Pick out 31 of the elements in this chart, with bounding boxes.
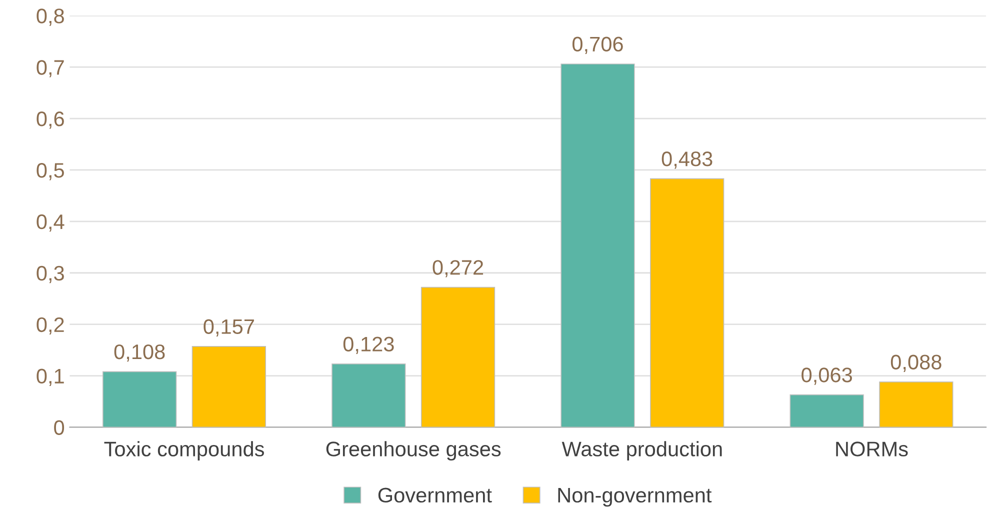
bar <box>560 64 635 428</box>
bar <box>650 178 724 428</box>
data-label: 0,483 <box>662 152 712 169</box>
legend-label: Non-government <box>558 488 712 507</box>
bar <box>192 346 266 428</box>
bar <box>102 371 177 428</box>
data-label: 0,108 <box>114 344 165 362</box>
bar <box>332 364 406 428</box>
data-label: 0,272 <box>432 260 484 278</box>
bar <box>790 394 864 428</box>
x-tick-label: Toxic compounds <box>104 441 264 461</box>
data-label: 0,157 <box>204 319 254 336</box>
data-label: 0,088 <box>890 354 942 372</box>
y-tick-label: 0,8 <box>36 8 64 26</box>
data-label: 0,706 <box>572 36 623 54</box>
legend-label: Government <box>378 488 492 503</box>
data-label: 0,063 <box>802 368 852 385</box>
bar <box>420 286 496 428</box>
y-tick-label: 0,6 <box>36 112 64 129</box>
x-tick-label: Waste production <box>562 441 722 461</box>
y-tick-label: 0,1 <box>36 368 64 386</box>
bar <box>879 382 954 428</box>
y-tick-label: 0 <box>54 420 64 435</box>
y-tick-label: 0,5 <box>36 162 64 180</box>
x-tick-label: Greenhouse gases <box>326 441 501 461</box>
y-tick-label: 0,4 <box>36 214 64 232</box>
x-tick-label: NORMs <box>836 442 908 456</box>
y-tick-label: 0,7 <box>36 60 64 78</box>
data-label: 0,123 <box>343 336 394 354</box>
y-tick-label: 0,2 <box>36 317 64 335</box>
y-tick-label: 0,3 <box>36 266 64 284</box>
